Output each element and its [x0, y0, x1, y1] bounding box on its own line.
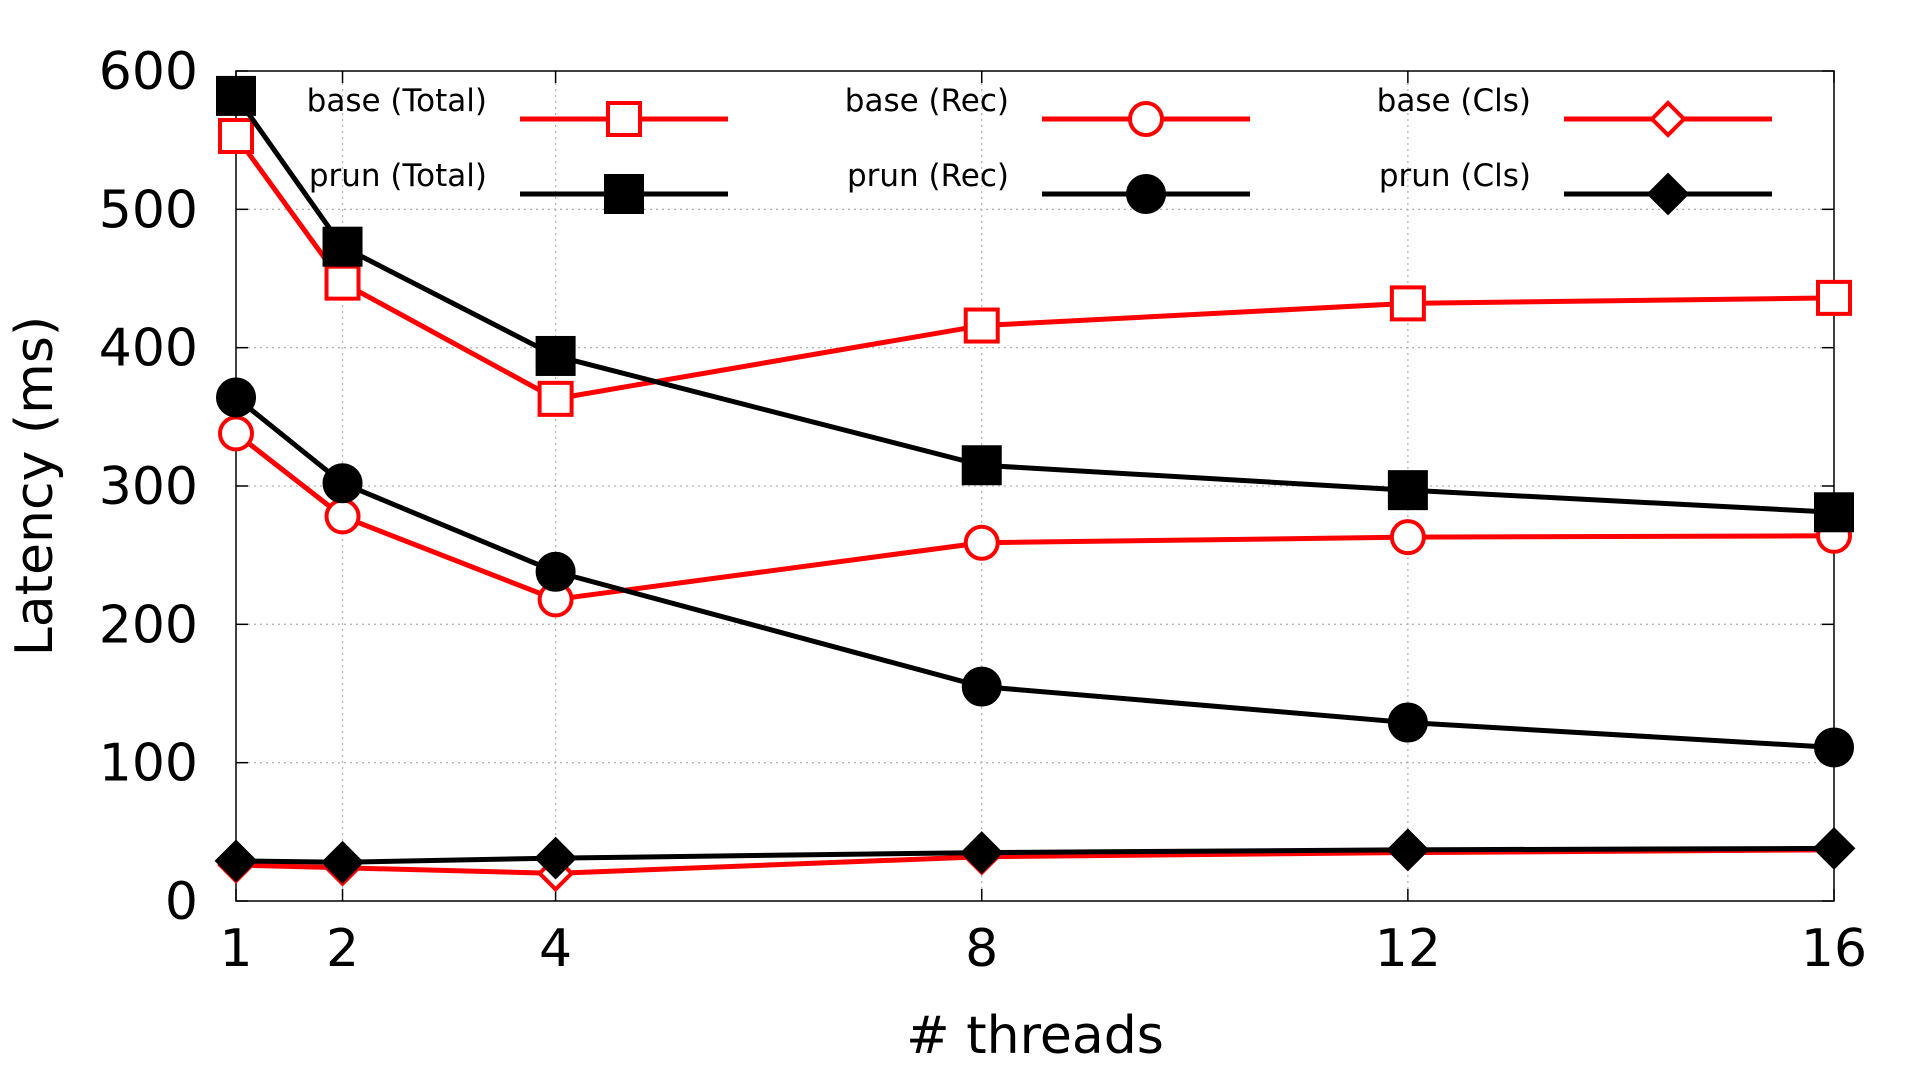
legend-label: base (Rec)	[845, 83, 1009, 119]
data-point	[322, 463, 363, 504]
data-point	[1387, 470, 1428, 511]
y-tick-label: 0	[165, 872, 198, 932]
x-tick-label: 2	[326, 919, 359, 979]
y-tick-label: 500	[99, 180, 198, 240]
x-tick-label: 8	[965, 919, 998, 979]
data-point	[534, 836, 578, 880]
legend-item-base-rec: base (Rec)	[845, 83, 1250, 137]
y-tick-label: 400	[99, 319, 198, 379]
data-point	[963, 524, 1000, 561]
legend-marker	[604, 174, 644, 214]
series-line	[234, 431, 1835, 602]
data-point	[324, 498, 361, 535]
data-point	[963, 307, 1000, 344]
y-axis: 0 100 200 300 400 500 600	[99, 42, 1834, 932]
data-point	[218, 118, 254, 155]
data-point	[1814, 492, 1854, 533]
legend-item-prun-cls: prun (Cls)	[1379, 158, 1772, 216]
series-prun-total	[216, 75, 1854, 533]
data-point	[1814, 727, 1854, 768]
data-point	[1387, 702, 1428, 743]
data-point	[1389, 285, 1426, 322]
data-point	[1386, 828, 1430, 872]
legend-label: prun (Total)	[309, 158, 487, 194]
x-axis: 1 2 4 8 12 16	[219, 71, 1867, 979]
series-prun-rec	[216, 377, 1854, 768]
data-point	[214, 839, 258, 883]
x-axis-title: # threads	[906, 1006, 1164, 1066]
data-point	[324, 264, 361, 301]
legend-marker	[1649, 100, 1687, 138]
data-point	[1812, 827, 1856, 870]
series-layer	[214, 75, 1856, 893]
legend-marker	[1126, 174, 1166, 214]
y-tick-label: 200	[99, 595, 198, 655]
data-point	[961, 666, 1002, 707]
y-tick-label: 100	[99, 734, 198, 794]
data-point	[537, 380, 574, 417]
x-tick-label: 1	[219, 919, 252, 979]
legend-label: base (Total)	[307, 83, 487, 119]
series-prun-cls	[214, 827, 1856, 884]
y-tick-label: 600	[99, 42, 198, 102]
legend-label: prun (Rec)	[847, 158, 1009, 194]
x-tick-label: 12	[1375, 919, 1441, 979]
data-point	[321, 840, 364, 884]
series-line	[234, 395, 1835, 750]
data-point	[218, 415, 254, 452]
legend-marker	[1646, 172, 1690, 216]
series-line	[233, 94, 1835, 515]
legend: base (Total) base (Rec) base (Cls) prun (To…	[307, 83, 1772, 216]
legend-marker	[1128, 101, 1164, 137]
data-point	[1816, 279, 1852, 316]
series-base-rec	[218, 415, 1852, 618]
data-point	[535, 551, 576, 592]
data-point	[960, 831, 1004, 874]
y-axis-title: Latency (ms)	[5, 316, 65, 656]
x-tick-label: 16	[1801, 919, 1867, 979]
legend-label: base (Cls)	[1377, 83, 1531, 119]
legend-item-base-cls: base (Cls)	[1377, 83, 1772, 138]
data-point	[961, 445, 1002, 486]
legend-item-base-total: base (Total)	[307, 83, 728, 137]
data-point	[535, 335, 576, 376]
legend-label: prun (Cls)	[1379, 158, 1531, 194]
data-point	[216, 377, 256, 418]
legend-marker	[606, 101, 642, 137]
data-point	[216, 75, 256, 116]
x-tick-label: 4	[539, 919, 572, 979]
legend-item-prun-rec: prun (Rec)	[847, 158, 1250, 214]
data-point	[322, 226, 363, 267]
data-point	[1389, 519, 1426, 556]
y-tick-label: 300	[99, 457, 198, 517]
legend-item-prun-total: prun (Total)	[309, 158, 728, 214]
